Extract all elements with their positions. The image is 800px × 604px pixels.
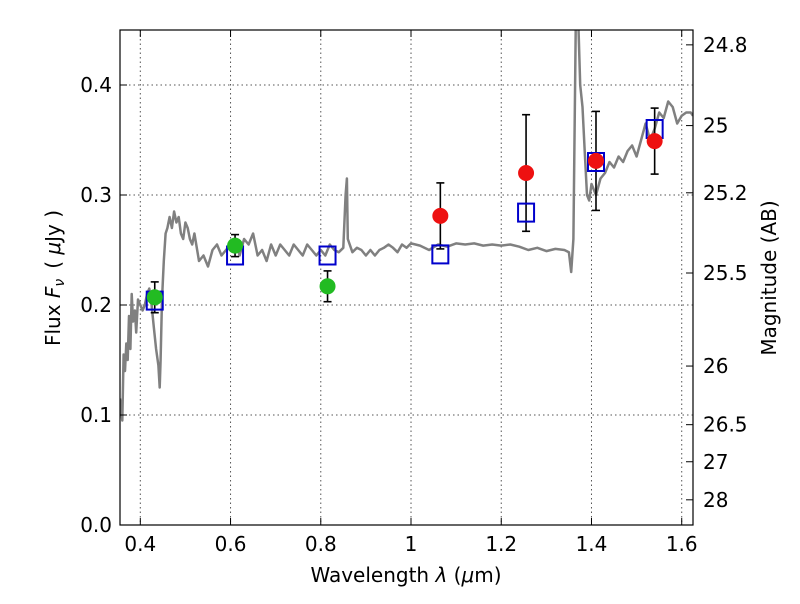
y-tick-label: 0.4 [80, 73, 112, 97]
observed-point [646, 133, 663, 150]
y2-tick-label: 25 [703, 114, 728, 138]
observed-point [227, 237, 244, 254]
y2-tick-label: 26 [703, 354, 728, 378]
plot-frame [119, 29, 694, 526]
spectrum-layer [120, 30, 693, 422]
spectrum-line [120, 30, 693, 422]
x-tick-label: 0.8 [305, 532, 337, 556]
y2-tick-label: 25.2 [703, 181, 748, 205]
y2-tick-label: 27 [703, 450, 728, 474]
y-tick-label: 0.3 [80, 183, 112, 207]
observed-point [146, 289, 163, 306]
y-axis-label: Flux Fν( μJy ) [41, 210, 68, 346]
y-tick-label: 0.2 [80, 293, 112, 317]
x-tick-label: 1.2 [485, 532, 517, 556]
y2-tick-label: 24.8 [703, 33, 748, 57]
observed-point [432, 207, 449, 224]
model-square-point [517, 202, 536, 223]
x-tick-label: 1.6 [666, 532, 698, 556]
right-axis-label: Magnitude (AB) [757, 200, 781, 355]
model-square-point [318, 245, 337, 266]
observed-point [518, 165, 535, 181]
y-tick-label: 0.1 [80, 403, 112, 427]
x-tick-label: 1 [405, 532, 418, 556]
points-layer [145, 107, 664, 314]
observed-point [587, 152, 604, 169]
x-tick-label: 0.4 [124, 532, 156, 556]
y2-tick-label: 28 [703, 488, 728, 512]
x-tick-label: 0.6 [215, 532, 247, 556]
ticks-layer: 0.4 0.6 0.8 1 1.2 1.4 1.6 0.0 0.1 0.2 0.3 0.4 24.8 25… [80, 30, 748, 556]
y-tick-label: 0.0 [80, 513, 112, 537]
model-square-point [431, 244, 450, 265]
x-axis-label: Wavelength λ (μm) [310, 563, 501, 587]
y2-tick-label: 26.5 [703, 413, 748, 437]
x-tick-label: 1.4 [576, 532, 608, 556]
grid [120, 30, 693, 525]
y2-tick-label: 25.5 [703, 261, 748, 285]
observed-point [319, 278, 336, 295]
